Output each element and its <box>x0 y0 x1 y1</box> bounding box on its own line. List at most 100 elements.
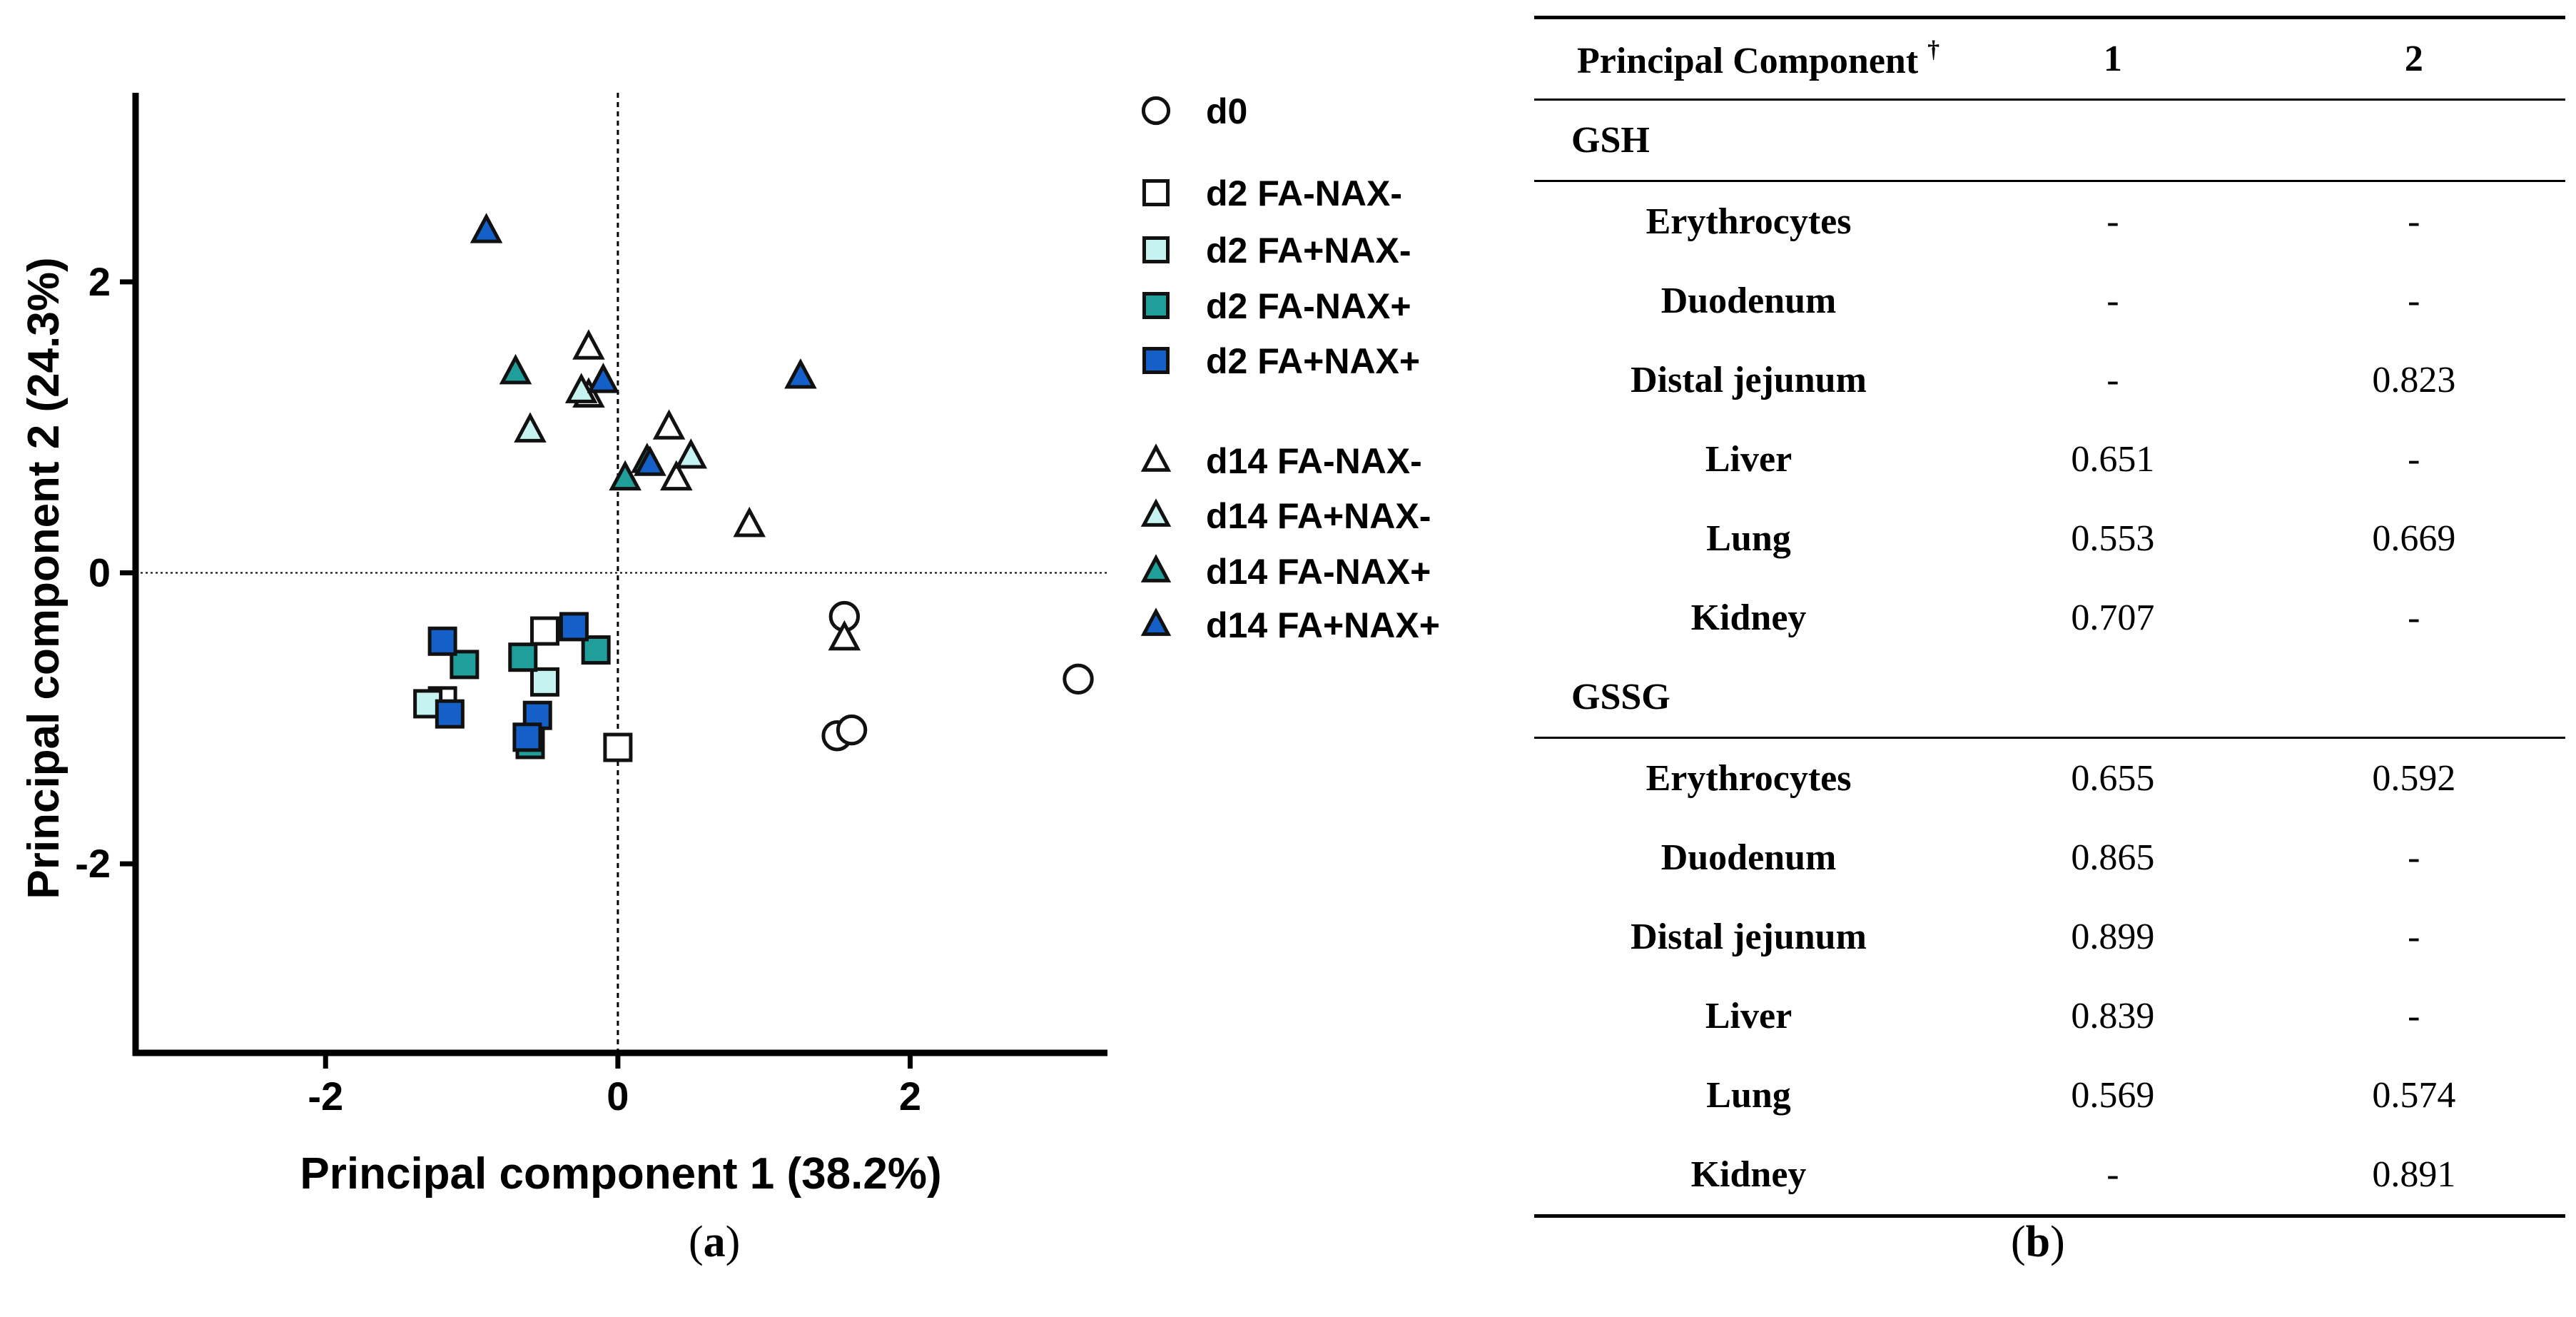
legend-marker-square <box>1142 179 1170 206</box>
table-row: Kidney -0.891 <box>1534 1135 2565 1218</box>
loading-pc1: 0.553 <box>2071 518 2155 559</box>
tissue-name: Lung <box>1706 518 1791 559</box>
loading-pc1: - <box>2106 201 2119 242</box>
caption-a: (a) <box>689 1218 741 1266</box>
tissue-name: Distal jejunum <box>1631 360 1867 400</box>
loading-pc1: - <box>2106 360 2119 400</box>
table-section-row: GSH <box>1534 99 2565 182</box>
data-point-square <box>529 667 559 697</box>
data-point-square <box>559 612 589 642</box>
tissue-name: Liver <box>1705 439 1792 480</box>
tissue-name: Distal jejunum <box>1631 917 1867 957</box>
data-point-triangle <box>784 358 817 389</box>
legend-label: d14 FA-NAX- <box>1206 441 1422 481</box>
loading-pc1: 0.651 <box>2071 439 2155 480</box>
legend-marker-triangle <box>1140 554 1172 582</box>
legend-label: d2 FA-NAX- <box>1206 173 1402 213</box>
loading-pc2: - <box>2408 996 2420 1036</box>
data-point-triangle <box>514 412 547 443</box>
legend-label: d2 FA-NAX+ <box>1206 286 1411 326</box>
tissue-name: Erythrocytes <box>1646 201 1852 242</box>
table-row: Lung 0.569 0.574 <box>1534 1056 2565 1135</box>
legend-marker-square <box>1142 347 1170 374</box>
data-point-triangle <box>828 620 861 651</box>
x-tick-label: -2 <box>308 1074 343 1119</box>
table-section-row: GSSG <box>1534 657 2565 739</box>
data-point-triangle <box>499 353 532 385</box>
tissue-name: Kidney <box>1534 1135 1964 1218</box>
legend-label: d2 FA+NAX- <box>1206 231 1411 271</box>
tissue-name: Duodenum <box>1660 281 1837 321</box>
legend-marker-triangle <box>1140 607 1172 636</box>
data-point-triangle <box>572 329 605 360</box>
loading-pc1: 0.899 <box>2071 917 2155 957</box>
data-point-circle <box>1063 663 1094 695</box>
tissue-name: Duodenum <box>1660 837 1837 878</box>
table-row: Liver 0.839 - <box>1534 977 2565 1056</box>
loading-pc1: - <box>2106 281 2119 321</box>
tissue-name: Lung <box>1706 1075 1791 1116</box>
data-point-triangle <box>733 506 766 538</box>
loading-pc2: - <box>2408 837 2420 878</box>
legend-marker-square <box>1142 292 1170 319</box>
table-row: Duodenum 0.865 - <box>1534 818 2565 897</box>
loading-pc1: - <box>1963 1135 2263 1218</box>
data-point-square <box>435 699 465 729</box>
loading-pc2: - <box>2408 439 2420 480</box>
header-col-2: 2 <box>2262 16 2565 101</box>
y-tick-label: 2 <box>88 259 111 304</box>
loading-pc2: 0.823 <box>2372 360 2456 400</box>
legend: d0 d2 FA-NAX-d2 FA+NAX-d2 FA-NAX+ d2 FA+NA… <box>1140 91 1440 645</box>
data-point-triangle <box>470 213 503 243</box>
table-row: Erythrocytes - - <box>1534 181 2565 262</box>
y-axis-title: Principal component 2 (24.3%) <box>19 257 69 899</box>
tissue-name: Kidney <box>1690 597 1807 638</box>
legend-label: d2 FA+NAX+ <box>1206 341 1420 381</box>
table-row: Kidney 0.707 - <box>1534 578 2565 657</box>
pca-scatter-chart: -2 0 2 -2 0 2 Principal component 1 (38.2%) P… <box>19 91 1440 1199</box>
legend-marker-triangle <box>1140 498 1172 527</box>
table-row: Duodenum - - <box>1534 261 2565 340</box>
data-point-triangle <box>564 373 598 403</box>
legend-label: d0 <box>1206 91 1247 131</box>
loading-pc2: 0.669 <box>2372 518 2456 559</box>
header-principal-component: Principal Component † <box>1534 16 1964 101</box>
data-point-triangle <box>652 409 686 440</box>
data-points <box>413 213 1094 762</box>
legend-marker-square <box>1142 236 1170 263</box>
table-row: Distal jejunum 0.899 - <box>1534 897 2565 977</box>
y-tick-label: -2 <box>75 841 111 886</box>
table-row: Erythrocytes 0.655 0.592 <box>1534 738 2565 819</box>
loadings-table: Principal Component † 1 2 GSH Erythrocyte… <box>1534 16 2565 1218</box>
legend-label: d14 FA+NAX+ <box>1206 605 1440 645</box>
data-point-square <box>581 635 611 665</box>
loading-pc2: 0.891 <box>2262 1135 2565 1218</box>
data-point-triangle <box>634 445 666 476</box>
data-point-square <box>529 616 559 646</box>
data-point-square <box>603 732 633 762</box>
x-axis-title: Principal component 1 (38.2%) <box>300 1149 941 1199</box>
data-point-triangle <box>674 438 708 469</box>
loading-pc1: 0.569 <box>2071 1075 2155 1116</box>
data-point-square <box>450 650 480 680</box>
legend-label: d14 FA+NAX- <box>1206 496 1431 536</box>
section-label: GSSG <box>1534 657 2565 739</box>
data-point-square <box>512 722 542 752</box>
legend-marker-triangle <box>1140 443 1172 472</box>
tissue-name: Erythrocytes <box>1646 758 1852 799</box>
data-point-triangle <box>660 460 693 491</box>
caption-b: (b) <box>2011 1218 2065 1266</box>
loading-pc1: 0.707 <box>2071 597 2155 638</box>
loading-pc1: 0.865 <box>2071 837 2155 878</box>
loading-pc1: 0.839 <box>2071 996 2155 1036</box>
x-tick-label: 2 <box>899 1074 921 1119</box>
table-row: Distal jejunum - 0.823 <box>1534 340 2565 420</box>
loading-pc2: - <box>2408 597 2420 638</box>
data-point-triangle <box>609 460 642 491</box>
x-tick-label: 0 <box>607 1074 629 1119</box>
data-point-square <box>508 642 538 672</box>
loading-pc1: 0.655 <box>2071 758 2155 799</box>
table-header-row: Principal Component † 1 2 <box>1534 16 2565 101</box>
section-label: GSH <box>1534 99 2565 182</box>
table-row: Lung 0.553 0.669 <box>1534 499 2565 578</box>
